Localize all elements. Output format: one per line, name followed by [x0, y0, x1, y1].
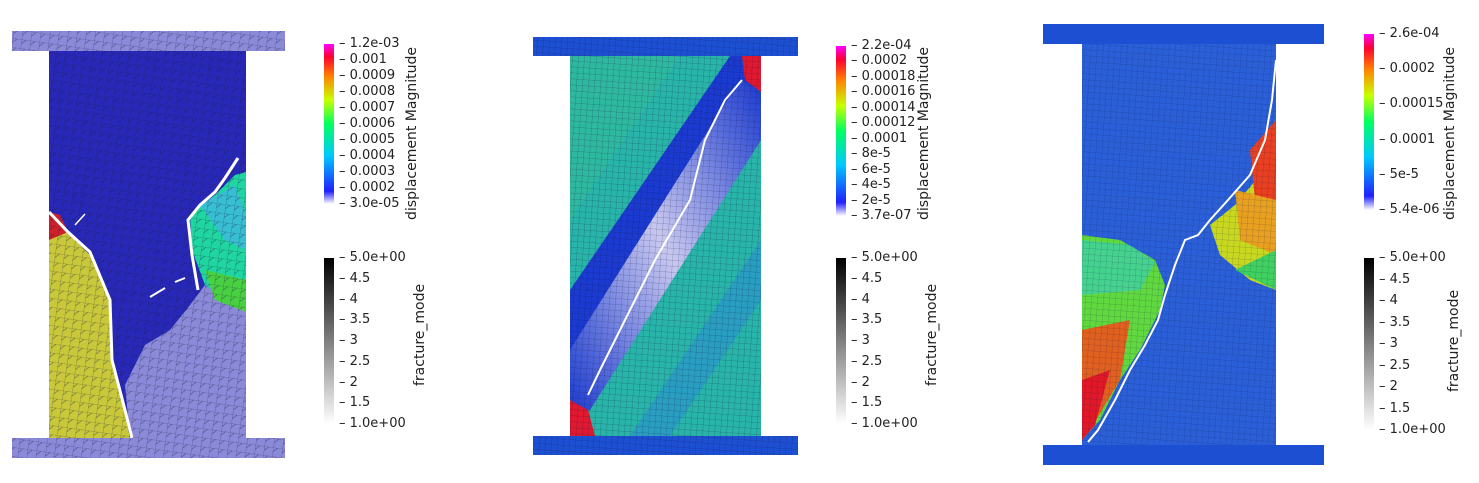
colorbar-tick-label: – 3.5	[851, 312, 883, 328]
colorbar-tick-label: – 5e-5	[1379, 166, 1419, 182]
colorbar-tick-label: – 2.6e-04	[1379, 26, 1440, 41]
displacement-legend-title: displacement Magnitude	[1442, 47, 1458, 220]
displacement-colorbar	[1364, 34, 1374, 210]
colorbar-tick-label: – 0.0007	[339, 100, 396, 115]
colorbar-tick-label: – 0.0004	[339, 148, 396, 163]
colorbar-tick-label: – 5.4e-06	[1379, 202, 1440, 217]
mesh-plot-2	[533, 37, 846, 455]
colorbar-tick-label: – 5.0e+00	[851, 250, 918, 265]
crack-line	[587, 79, 743, 396]
colorbar-tick-label: – 3.7e-07	[851, 208, 912, 223]
fracture-legend-title: fracture_mode	[412, 283, 428, 386]
panel-2: displacement Magnitude fracture_mode – 2…	[480, 0, 980, 483]
colorbar-tick-label: – 1.0e+00	[339, 416, 406, 431]
colorbar-tick-label: – 0.00016	[851, 84, 916, 100]
colorbar-tick-label: – 4e-5	[851, 177, 891, 193]
colorbar-tick-label: – 4.5	[1379, 271, 1411, 287]
colorbar-tick-label: – 6e-5	[851, 161, 891, 177]
colorbar-tick-label: – 0.0002	[339, 180, 396, 195]
displacement-colorbar	[836, 46, 846, 216]
colorbar-tick-label: – 2	[339, 374, 358, 390]
colorbar-tick-label: – 0.00014	[851, 99, 916, 115]
colorbar-tick-label: – 2e-5	[851, 192, 891, 208]
crack-line	[1087, 59, 1277, 443]
colorbar-tick-label: – 8e-5	[851, 146, 891, 162]
colorbar-tick-label: – 4.5	[851, 270, 883, 286]
colorbar-tick-label: – 0.0008	[339, 84, 396, 99]
colorbar-tick-label: – 1.0e+00	[1379, 422, 1446, 437]
colorbar-tick-label: – 0.00015	[1379, 96, 1444, 112]
colorbar-tick-label: – 1.5	[339, 395, 371, 411]
colorbar-tick-label: – 0.00012	[851, 115, 916, 131]
colorbar-tick-label: – 1.5	[851, 395, 883, 411]
colorbar-tick-label: – 2	[1379, 379, 1398, 394]
fracture-colorbar	[324, 258, 334, 424]
mesh-plot-3	[1043, 24, 1374, 465]
colorbar-tick-label: – 2	[851, 374, 870, 390]
colorbar-tick-label: – 4	[1379, 293, 1398, 308]
displacement-colorbar	[324, 44, 334, 204]
colorbar-tick-label: – 5.0e+00	[1379, 250, 1446, 265]
crack-line	[186, 157, 240, 291]
colorbar-tick-label: – 0.0001	[1379, 131, 1436, 147]
colorbar-tick-label: – 4.5	[339, 270, 371, 286]
colorbar-tick-label: – 3.5	[1379, 314, 1411, 330]
displacement-legend-title: displacement Magnitude	[404, 47, 420, 220]
colorbar-tick-label: – 1.5	[1379, 400, 1411, 416]
fracture-colorbar	[1364, 258, 1374, 430]
colorbar-tick-label: – 0.0006	[339, 116, 396, 131]
colorbar-tick-label: – 2.5	[851, 353, 883, 369]
colorbar-tick-label: – 0.0005	[339, 132, 396, 147]
colorbar-tick-label: – 0.0009	[339, 68, 396, 83]
colorbar-tick-label: – 1.0e+00	[851, 416, 918, 431]
colorbar-tick-label: – 3	[339, 333, 358, 348]
colorbar-tick-label: – 4	[851, 291, 870, 307]
fracture-legend-title: fracture_mode	[924, 283, 940, 386]
colorbar-tick-label: – 2.5	[1379, 357, 1411, 373]
colorbar-tick-label: – 0.0002	[1379, 61, 1436, 77]
fracture-legend-title: fracture_mode	[1446, 289, 1462, 392]
colorbar-tick-label: – 0.00018	[851, 68, 916, 84]
colorbar-tick-label: – 4	[339, 291, 358, 307]
fracture-colorbar	[836, 258, 846, 424]
bottom-plate	[1043, 445, 1324, 465]
displacement-legend-title: displacement Magnitude	[916, 47, 932, 220]
colorbar-tick-label: – 2.5	[339, 353, 371, 369]
top-plate	[1043, 24, 1324, 44]
colorbar-tick-label: – 0.0002	[851, 53, 908, 69]
colorbar-tick-label: – 3.0e-05	[339, 196, 400, 211]
colorbar-tick-label: – 0.001	[339, 52, 387, 67]
colorbar-tick-label: – 3	[851, 333, 870, 348]
colorbar-tick-label: – 1.2e-03	[339, 36, 400, 51]
colorbar-tick-label: – 5.0e+00	[339, 250, 406, 265]
colorbar-tick-label: – 3.5	[339, 312, 371, 328]
colorbar-tick-label: – 0.0003	[339, 164, 396, 179]
colorbar-tick-label: – 2.2e-04	[851, 38, 912, 53]
colorbar-tick-label: – 3	[1379, 336, 1398, 351]
panel-3: displacement Magnitude fracture_mode – 2…	[980, 0, 1479, 483]
colorbar-tick-label: – 0.0001	[851, 130, 908, 146]
panel-1: displacement Magnitude fracture_mode – 1…	[0, 0, 480, 483]
mesh-plot-1	[12, 31, 334, 458]
